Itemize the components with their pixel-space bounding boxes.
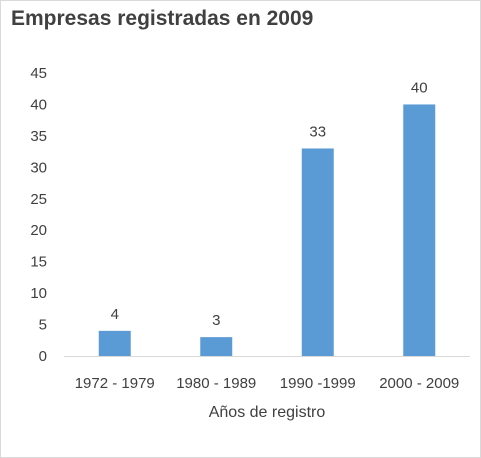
y-tick-label: 30 xyxy=(30,159,47,176)
y-tick-label: 10 xyxy=(30,285,47,302)
y-tick-label: 20 xyxy=(30,222,47,239)
bar-4 xyxy=(403,104,436,356)
data-label: 4 xyxy=(111,306,119,323)
data-label: 33 xyxy=(309,123,326,140)
y-tick-label: 40 xyxy=(30,96,47,113)
y-tick-label: 35 xyxy=(30,128,47,145)
x-tick-label: 1990 -1999 xyxy=(280,375,356,392)
chart-title: Empresas registradas en 2009 xyxy=(11,7,314,30)
data-label: 3 xyxy=(212,312,220,329)
y-tick-label: 0 xyxy=(39,348,47,365)
bar-2 xyxy=(200,337,233,356)
y-tick-label: 5 xyxy=(39,317,47,334)
y-tick-label: 45 xyxy=(30,65,47,82)
x-tick-label: 1972 - 1979 xyxy=(75,375,155,392)
data-label: 40 xyxy=(411,79,428,96)
x-tick-label: 2000 - 2009 xyxy=(379,375,459,392)
y-tick-label: 15 xyxy=(30,254,47,271)
x-axis-title: Años de registro xyxy=(209,404,326,421)
bar-1 xyxy=(98,330,131,356)
bar-3 xyxy=(301,148,334,356)
y-tick-label: 25 xyxy=(30,191,47,208)
x-tick-label: 1980 - 1989 xyxy=(176,375,256,392)
